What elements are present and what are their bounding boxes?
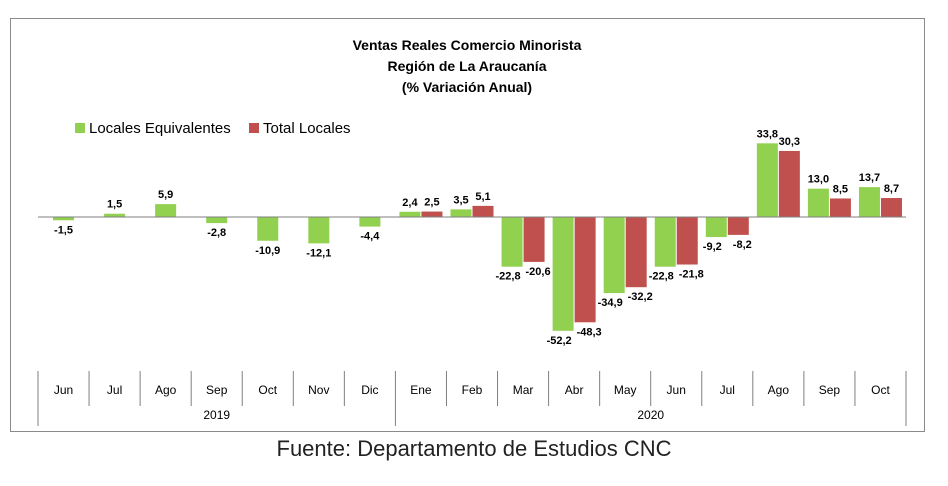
bar-total-locales	[472, 205, 494, 217]
data-label: 30,3	[779, 136, 800, 148]
data-label: 2,4	[402, 197, 418, 209]
data-label: -34,9	[598, 297, 623, 309]
data-label: 13,0	[808, 174, 829, 186]
tick-label: Sep	[819, 383, 841, 397]
chart-legend: Locales Equivalentes Total Locales	[75, 120, 351, 137]
bar-locales-equivalentes	[654, 217, 676, 267]
bar-chart: Ventas Reales Comercio Minorista Región d…	[37, 37, 907, 426]
data-label: 2,5	[424, 197, 439, 209]
data-label: -1,5	[54, 224, 73, 236]
tick-label: Oct	[258, 383, 277, 397]
data-label: -22,8	[496, 271, 521, 283]
bar-total-locales	[829, 198, 851, 217]
tick-label: Ago	[768, 383, 790, 397]
tick-label: Jul	[720, 383, 735, 397]
tick-label: Nov	[308, 383, 329, 397]
tick-label: Jul	[107, 383, 122, 397]
chart-data-labels: -1,5 1,5 5,9 -2,8 -10,9 -12,1 -4,4 2,4 2,5 3,5 5,1…	[54, 128, 899, 346]
legend-swatch	[75, 123, 85, 133]
data-label: 5,1	[475, 191, 490, 203]
tick-label: Jun	[54, 383, 73, 397]
data-label: -20,6	[526, 266, 551, 278]
bar-locales-equivalentes	[450, 209, 472, 217]
bar-locales-equivalentes	[104, 213, 126, 217]
tick-label: Feb	[462, 383, 483, 397]
data-label: -22,8	[649, 271, 674, 283]
bar-locales-equivalentes	[53, 217, 75, 221]
bar-total-locales	[574, 217, 596, 323]
bar-locales-equivalentes	[399, 211, 421, 217]
bar-locales-equivalentes	[858, 187, 880, 217]
legend-swatch	[249, 123, 259, 133]
data-label: -12,1	[306, 247, 331, 259]
bar-locales-equivalentes	[155, 204, 177, 217]
bar-locales-equivalentes	[552, 217, 574, 331]
tick-label: Ene	[410, 383, 432, 397]
data-label: -21,8	[679, 269, 704, 281]
tick-label: Ago	[155, 383, 177, 397]
tick-label: Mar	[513, 383, 534, 397]
data-label: -2,8	[207, 227, 226, 239]
data-label: 8,5	[833, 183, 848, 195]
data-label: -52,2	[547, 335, 572, 347]
chart-title-line: Región de La Araucanía	[388, 58, 547, 74]
bar-locales-equivalentes	[257, 217, 279, 241]
chart-title: Ventas Reales Comercio Minorista Región d…	[353, 37, 582, 95]
data-label: 8,7	[884, 183, 899, 195]
year-label: 2020	[637, 408, 664, 422]
bar-locales-equivalentes	[807, 188, 829, 217]
bar-total-locales	[778, 150, 800, 217]
chart-title-line: (% Variación Anual)	[402, 79, 532, 95]
data-label: -10,9	[255, 245, 280, 257]
tick-label: May	[614, 383, 637, 397]
bar-total-locales	[421, 211, 443, 217]
tick-label: Dic	[361, 383, 378, 397]
year-label: 2019	[203, 408, 230, 422]
bar-locales-equivalentes	[308, 217, 330, 244]
source-note: Fuente: Departamento de Estudios CNC	[276, 436, 672, 461]
bar-locales-equivalentes	[206, 217, 228, 224]
data-label: -8,2	[733, 239, 752, 251]
tick-label: Abr	[565, 383, 584, 397]
bar-locales-equivalentes	[603, 217, 625, 294]
bar-total-locales	[727, 217, 749, 235]
tick-label: Jun	[667, 383, 686, 397]
legend-label: Total Locales	[263, 120, 351, 137]
data-label: -4,4	[360, 231, 380, 243]
data-label: 5,9	[158, 189, 173, 201]
data-label: 3,5	[453, 194, 468, 206]
bar-locales-equivalentes	[359, 217, 381, 227]
bar-total-locales	[880, 198, 902, 217]
bar-locales-equivalentes	[756, 143, 778, 217]
data-label: -32,2	[628, 291, 653, 303]
bar-locales-equivalentes	[501, 217, 523, 267]
chart-bars	[53, 143, 902, 331]
bar-total-locales	[676, 217, 698, 265]
bar-total-locales	[625, 217, 647, 288]
bar-locales-equivalentes	[705, 217, 727, 238]
data-label: -9,2	[703, 241, 722, 253]
data-label: 33,8	[757, 128, 778, 140]
chart-title-line: Ventas Reales Comercio Minorista	[353, 37, 582, 53]
chart-x-axis: Jun Jul Ago Sep Oct Nov Dic Ene Feb Mar Abr May Jun J…	[37, 216, 907, 426]
legend-label: Locales Equivalentes	[89, 120, 231, 137]
tick-label: Oct	[871, 383, 890, 397]
data-label: 13,7	[859, 172, 880, 184]
data-label: -48,3	[577, 326, 602, 338]
data-label: 1,5	[107, 199, 122, 211]
bar-total-locales	[523, 217, 545, 262]
chart-frame: Ventas Reales Comercio Minorista Región d…	[10, 18, 925, 432]
tick-label: Sep	[206, 383, 228, 397]
